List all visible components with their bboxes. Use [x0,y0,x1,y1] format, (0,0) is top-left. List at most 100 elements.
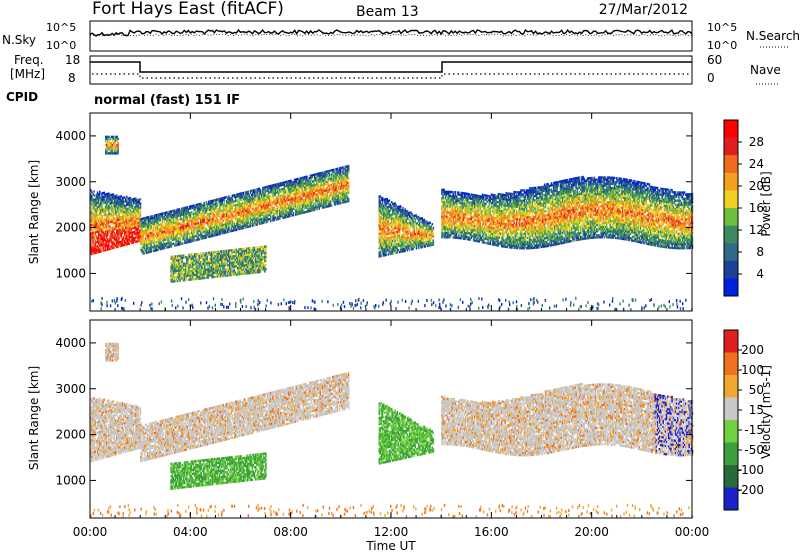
power-cell [163,238,166,242]
power-cell [306,175,308,178]
power-cell [188,207,191,210]
power-cell [112,201,115,204]
power-cell [209,200,211,203]
power-cell [222,198,225,202]
power-cell [138,206,141,210]
power-cell [222,227,225,231]
power-cell [144,227,147,230]
power-cell [193,229,195,232]
power-cell [214,209,217,212]
power-cell [95,206,98,209]
power-cell [154,216,157,219]
power-cell [134,238,136,242]
power-cell [126,243,128,246]
power-cell [158,240,160,243]
power-cell [95,193,98,197]
power-cell [120,234,123,237]
power-cell [156,234,158,237]
power-cell [174,225,176,229]
power-cell [116,217,118,220]
power-cell [108,200,110,203]
power-cell [108,217,110,220]
power-cell [116,196,118,199]
power-cell [94,220,97,224]
power-cell [105,195,108,198]
power-cell [135,226,137,229]
power-cell [156,224,158,227]
station-title: Fort Hays East (fitACF) [92,0,284,19]
power-cell [125,208,127,211]
power-cell [102,196,104,199]
power-cell [101,221,103,224]
noise-right-label: N.Search [746,29,800,43]
power-cell [95,235,98,238]
power-cell [159,219,161,222]
power-cell [171,218,174,221]
power-cell [123,210,126,214]
power-cell [148,215,150,219]
power-cell [105,223,108,227]
power-cell [210,228,212,232]
power-cell [172,217,175,221]
power-cell [169,210,172,213]
power-cell [347,183,350,186]
power-cell [174,215,176,218]
power-cell [116,223,118,226]
power-cell [179,238,182,242]
power-cell [102,202,104,205]
power-cell [165,226,167,229]
power-cell [203,226,205,229]
power-cell [209,206,211,209]
power-cell [167,225,169,228]
power-cell [203,224,205,227]
power-cell [118,202,120,205]
freq-tick-bottom: 8 [68,71,76,85]
power-cell [192,237,194,241]
power-cell [109,212,111,216]
power-cell [151,239,154,243]
power-cell [123,208,126,212]
power-cell [109,208,111,211]
power-cell [196,213,199,217]
power-cell [168,239,170,242]
power-cell [95,228,98,232]
power-cell [168,219,170,222]
power-cell [185,214,187,218]
power-cell [194,226,196,230]
power-cell [134,220,136,223]
power-cell [113,232,116,235]
power-cell [172,238,175,241]
power-cell [129,227,132,231]
power-cell [92,240,94,243]
power-cell [170,220,173,223]
power-cell [191,231,193,235]
power-cell [102,243,104,246]
power-cell [102,226,104,230]
power-cell [159,227,161,230]
power-cell [192,239,194,243]
power-cell [97,226,100,229]
power-cell [216,225,219,228]
power-cell [138,233,141,236]
power-cell [141,236,143,239]
power-cell [130,225,133,228]
power-cell [170,216,173,219]
power-cell [220,199,222,202]
power-cell [150,250,152,253]
power-cell [162,247,165,250]
power-cell [220,201,222,204]
power-cell [100,242,102,245]
power-cell [196,211,199,215]
power-cell [95,230,98,234]
power-cell [194,208,196,211]
power-cell [162,226,165,229]
power-cell [99,213,101,216]
power-cell [167,235,169,239]
power-cell [142,231,144,235]
power-cell [131,223,134,226]
power-cell [113,209,116,212]
power-cell [153,233,156,236]
power-cell [206,229,209,233]
power-cell [158,213,160,216]
power-cell [162,224,165,227]
